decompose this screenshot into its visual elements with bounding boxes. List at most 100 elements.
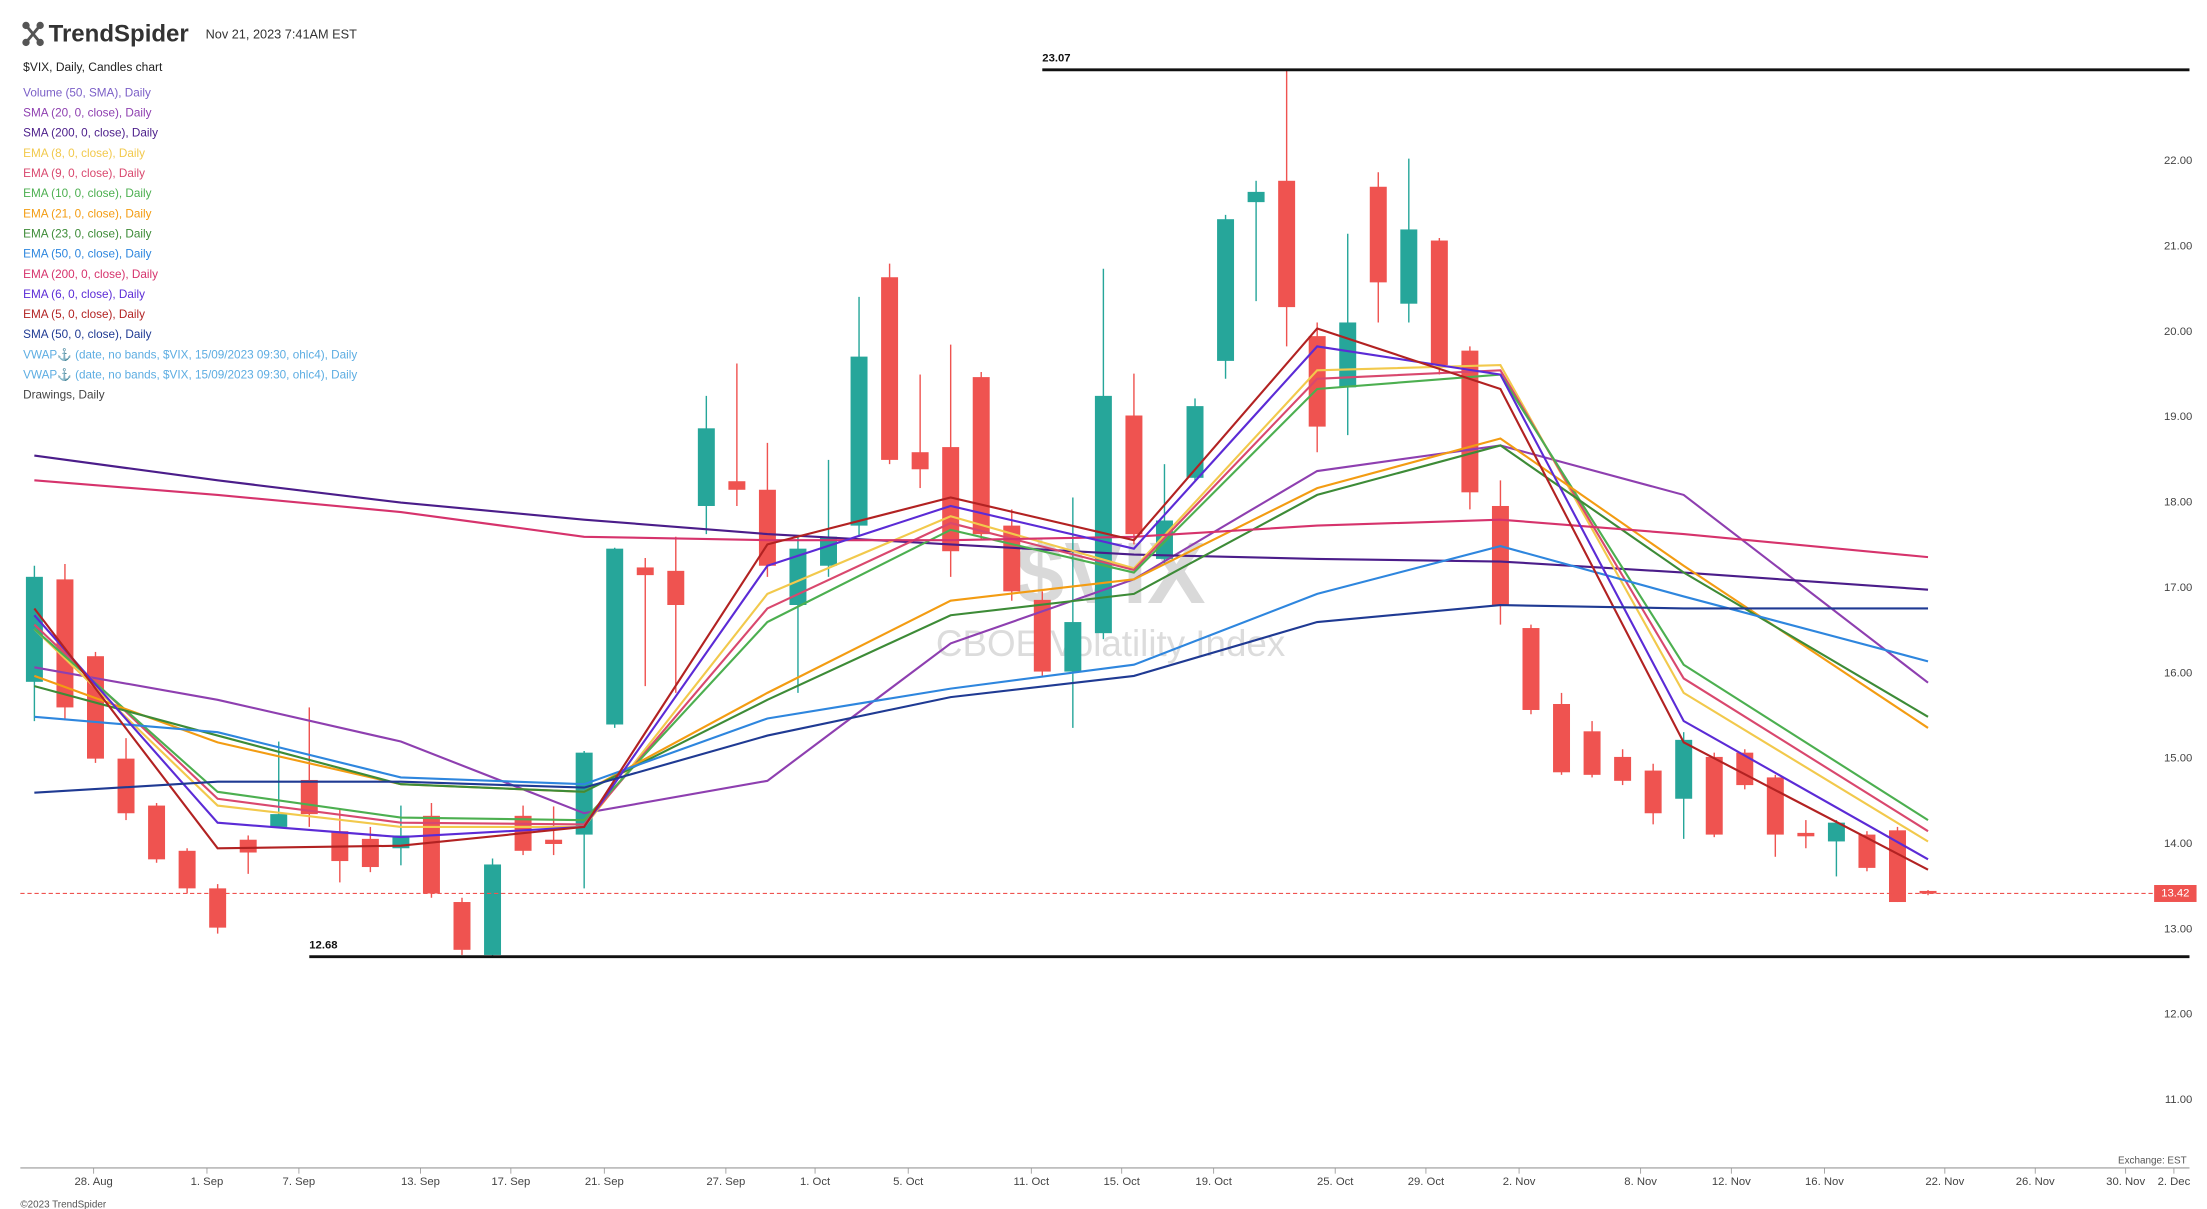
candles: [25, 69, 1937, 957]
candle-body: [1522, 628, 1540, 710]
candle-body: [972, 377, 990, 535]
legend-entry: SMA (200, 0, close), Daily: [23, 127, 158, 140]
candle-body: [1705, 756, 1723, 835]
y-tick-label: 17.00: [2164, 582, 2192, 594]
y-tick-label: 19.00: [2164, 411, 2192, 423]
x-tick-label: 2. Dec: [2158, 1176, 2191, 1188]
candle-body: [1644, 770, 1662, 814]
candle-body: [239, 839, 257, 853]
x-tick-label: 7. Sep: [283, 1176, 316, 1188]
candle-body: [270, 814, 288, 827]
candle-body: [1889, 830, 1906, 903]
y-tick-label: 14.00: [2164, 838, 2192, 850]
legend-entry: SMA (20, 0, close), Daily: [23, 107, 151, 120]
x-tick-label: 19. Oct: [1195, 1176, 1232, 1188]
x-tick-label: 2. Nov: [1503, 1176, 1536, 1188]
indicator-line: [34, 444, 1929, 815]
candle-body: [1858, 834, 1876, 868]
candle-body: [361, 838, 379, 868]
candle-body: [1553, 704, 1571, 773]
candle-body: [1827, 822, 1845, 842]
legend-entry: VWAP⚓ (date, no bands, $VIX, 15/09/2023 …: [23, 347, 357, 361]
y-tick-label: 20.00: [2164, 326, 2192, 338]
x-tick-label: 22. Nov: [1925, 1176, 1964, 1188]
legend-entry: EMA (9, 0, close), Daily: [23, 167, 145, 180]
y-tick-label: 12.00: [2164, 1009, 2192, 1021]
exchange: Exchange: EST: [2118, 1156, 2187, 1167]
candle-body: [1125, 415, 1143, 535]
price-label: 13.42: [2161, 887, 2189, 899]
legend-entry: EMA (5, 0, close), Daily: [23, 308, 145, 321]
legend-entry: EMA (6, 0, close), Daily: [23, 288, 145, 301]
x-tick-label: 16. Nov: [1805, 1176, 1844, 1188]
candle-body: [117, 758, 135, 814]
candle-body: [667, 570, 685, 605]
y-tick-label: 11.00: [2165, 1094, 2192, 1106]
legend-entry: EMA (10, 0, close), Daily: [23, 187, 151, 200]
candle-body: [758, 489, 776, 566]
x-tick-label: 15. Oct: [1104, 1176, 1141, 1188]
indicator-line: [34, 479, 1929, 559]
indicator-line: [34, 454, 1929, 591]
legend-entry: EMA (8, 0, close), Daily: [23, 147, 145, 160]
candle-body: [850, 356, 868, 526]
indicator-line: [33, 345, 1929, 861]
legend-entry: Drawings, Daily: [23, 389, 105, 402]
copyright: ©2023 TrendSpider: [20, 1199, 106, 1209]
price-label-box: [2154, 885, 2197, 902]
candle-body: [1430, 240, 1448, 366]
candle-body: [575, 752, 593, 835]
x-tick-label: 29. Oct: [1408, 1176, 1445, 1188]
x-tick-label: 1. Sep: [191, 1176, 224, 1188]
candle-body: [1247, 191, 1265, 203]
candle-body: [545, 839, 563, 844]
x-tick-label: 5. Oct: [893, 1176, 924, 1188]
indicator-line: [33, 373, 1929, 822]
candle-body: [1736, 752, 1754, 786]
x-tick-label: 17. Sep: [491, 1176, 530, 1188]
y-tick-label: 13.00: [2164, 923, 2192, 935]
candle-body: [56, 579, 74, 708]
candle-body: [728, 481, 746, 490]
indicator-line: [33, 437, 1929, 793]
legend-entry: EMA (23, 0, close), Daily: [23, 227, 151, 240]
candle-body: [1797, 832, 1815, 837]
level-label: 12.68: [309, 939, 337, 951]
legend-entry: EMA (21, 0, close), Daily: [23, 207, 151, 220]
candle-body: [636, 567, 654, 576]
legend-entry: EMA (50, 0, close), Daily: [23, 248, 151, 261]
y-tick-label: 22.00: [2164, 155, 2192, 167]
x-tick-label: 11. Oct: [1014, 1176, 1050, 1188]
candle-body: [1217, 219, 1235, 361]
candle-body: [1064, 622, 1082, 672]
x-tick-label: 26. Nov: [2016, 1176, 2055, 1188]
candle-body: [1155, 520, 1173, 559]
x-tick-label: 13. Sep: [401, 1176, 440, 1188]
candle-body: [1033, 599, 1051, 672]
timestamp: Nov 21, 2023 7:41AM EST: [206, 27, 358, 42]
y-tick-label: 21.00: [2164, 240, 2192, 252]
candle-body: [606, 548, 624, 725]
legend-entry: Volume (50, SMA), Daily: [23, 86, 151, 99]
indicator-line: [34, 604, 1929, 794]
indicator-line: [34, 545, 1929, 786]
candle-body: [178, 850, 196, 889]
candle-body: [1278, 180, 1296, 308]
x-tick-label: 8. Nov: [1624, 1176, 1657, 1188]
candle-body: [86, 656, 104, 759]
candle-body: [453, 902, 471, 950]
candle-body: [1491, 505, 1509, 605]
x-tick-label: 30. Nov: [2106, 1176, 2145, 1188]
symbol-label: $VIX, Daily, Candles chart: [23, 60, 163, 74]
candle-body: [484, 864, 502, 955]
legend-entry: SMA (50, 0, close), Daily: [23, 328, 151, 341]
candle-body: [1339, 322, 1357, 388]
candle-body: [1614, 756, 1632, 781]
x-tick-label: 12. Nov: [1712, 1176, 1751, 1188]
candle-body: [148, 805, 166, 860]
candle-body: [1675, 739, 1693, 799]
x-tick-label: 1. Oct: [800, 1176, 831, 1188]
y-tick-label: 15.00: [2164, 753, 2192, 765]
